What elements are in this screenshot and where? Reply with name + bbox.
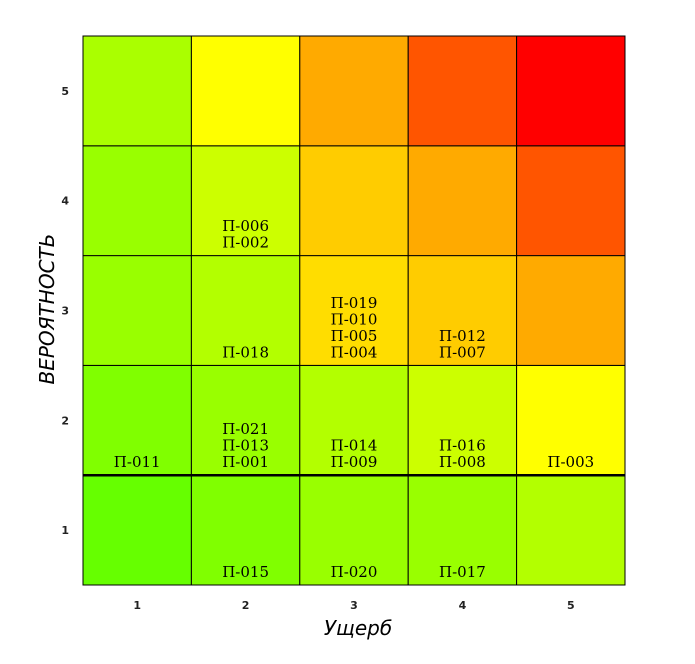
matrix-cell-3-3 <box>299 255 409 366</box>
matrix-cells <box>82 35 626 586</box>
cell-label: П-006 <box>222 217 269 235</box>
cell-label: П-014 <box>331 437 378 455</box>
tick-labels: 1 2 3 4 5 1 2 3 4 5 <box>61 85 574 612</box>
x-tick-label: 3 <box>350 599 358 612</box>
cell-label: П-010 <box>331 310 378 328</box>
matrix-cell-1-2 <box>190 474 301 586</box>
y-tick-label: 4 <box>61 195 69 208</box>
cell-label: П-011 <box>114 453 161 471</box>
matrix-cell-5-1 <box>82 35 192 147</box>
matrix-cell-4-1 <box>82 145 192 257</box>
matrix-cell-1-1 <box>82 474 192 586</box>
matrix-cell-4-2 <box>190 145 301 257</box>
cell-label: П-008 <box>439 453 486 471</box>
matrix-cell-1-5 <box>516 474 626 586</box>
y-tick-label: 3 <box>61 305 69 318</box>
cell-label: П-002 <box>222 234 269 252</box>
cell-label: П-016 <box>439 437 486 455</box>
matrix-cell-3-5 <box>516 255 626 366</box>
cell-label: П-015 <box>222 563 269 581</box>
matrix-cell-1-4 <box>407 474 518 586</box>
cell-label: П-012 <box>439 327 486 345</box>
matrix-cell-2-3 <box>299 364 409 476</box>
x-tick-label: 1 <box>133 599 141 612</box>
matrix-cell-2-1 <box>82 364 192 476</box>
matrix-cell-4-3 <box>299 145 409 257</box>
matrix-cell-5-3 <box>299 35 409 147</box>
cell-label: П-007 <box>439 343 486 361</box>
y-tick-label: 1 <box>61 524 69 537</box>
cell-label: П-021 <box>222 420 269 438</box>
cell-label: П-004 <box>331 343 378 361</box>
x-tick-label: 5 <box>567 599 575 612</box>
cell-label: П-013 <box>222 437 269 455</box>
cell-label: П-018 <box>222 343 269 361</box>
cell-label: П-019 <box>331 294 378 312</box>
cell-label: П-009 <box>331 453 378 471</box>
matrix-cell-5-4 <box>407 35 518 147</box>
cell-label: П-003 <box>547 453 594 471</box>
cell-label: П-020 <box>331 563 378 581</box>
matrix-cell-5-2 <box>190 35 301 147</box>
matrix-cell-3-2 <box>190 255 301 366</box>
matrix-cell-3-1 <box>82 255 192 366</box>
y-axis-title: ВЕРОЯТНОСТЬ <box>35 234 59 385</box>
x-tick-label: 2 <box>242 599 250 612</box>
matrix-cell-4-4 <box>407 145 518 257</box>
matrix-cell-5-5 <box>516 35 626 147</box>
y-tick-label: 5 <box>61 85 69 98</box>
cell-label: П-005 <box>331 327 378 345</box>
cell-label: П-017 <box>439 563 486 581</box>
cell-label: П-001 <box>222 453 269 471</box>
y-tick-label: 2 <box>61 414 69 427</box>
x-tick-label: 4 <box>459 599 467 612</box>
x-axis-title: Ущерб <box>324 616 392 640</box>
matrix-cell-4-5 <box>516 145 626 257</box>
matrix-cell-2-5 <box>516 364 626 476</box>
